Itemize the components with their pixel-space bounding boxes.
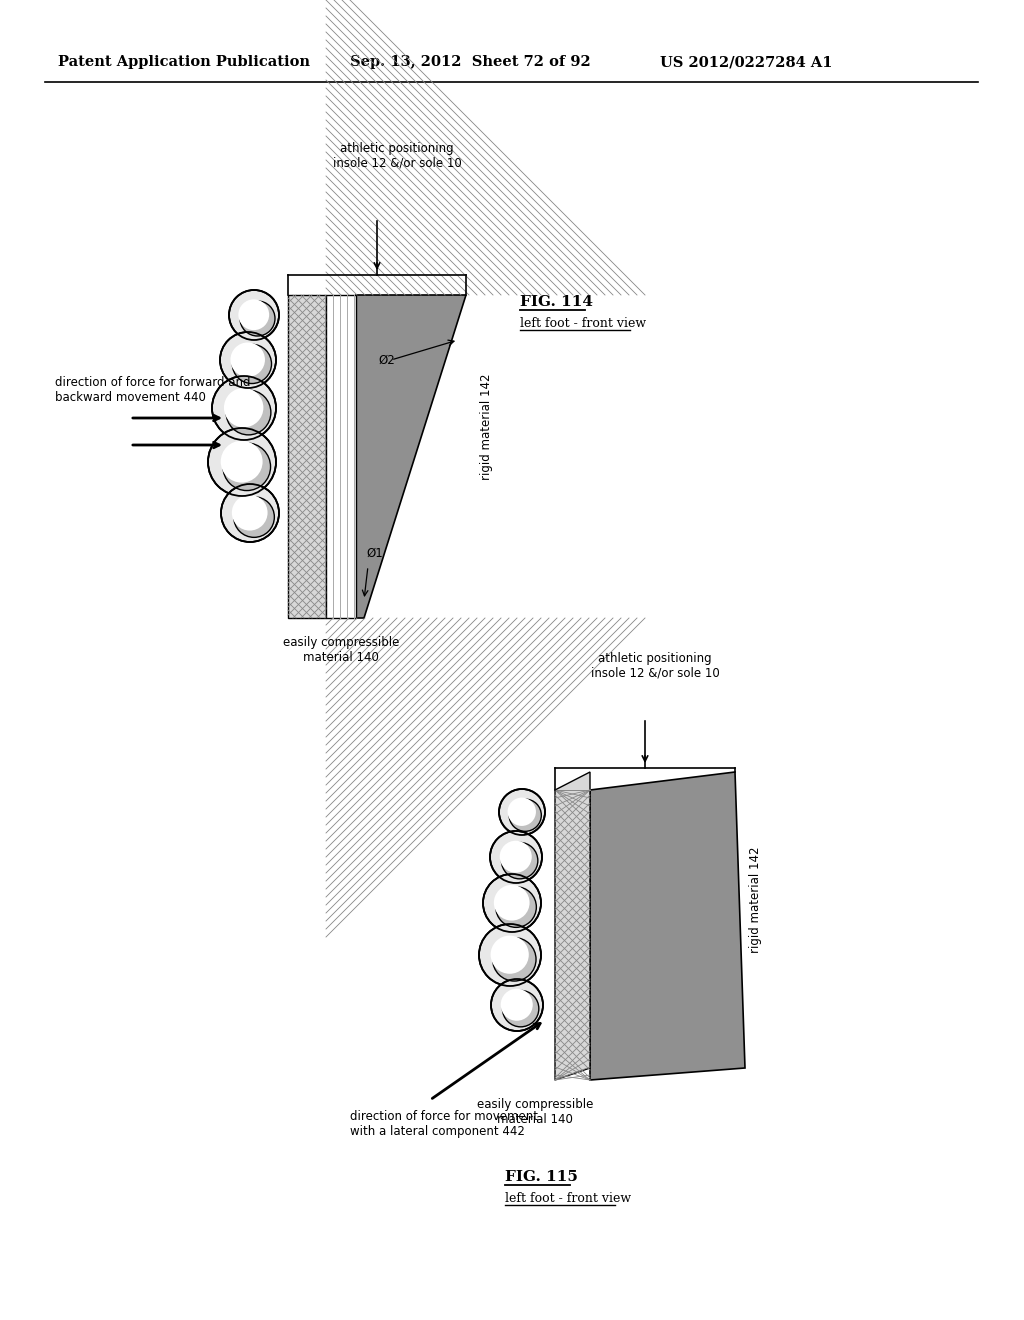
Circle shape (240, 301, 275, 337)
Text: athletic positioning
insole 12 &/or sole 10: athletic positioning insole 12 &/or sole… (591, 652, 720, 680)
Circle shape (231, 495, 267, 531)
Circle shape (496, 887, 537, 928)
Circle shape (230, 342, 265, 378)
Text: left foot - front view: left foot - front view (520, 317, 646, 330)
Text: Ø2: Ø2 (378, 354, 394, 367)
Circle shape (500, 841, 531, 873)
Text: FIG. 114: FIG. 114 (520, 294, 593, 309)
Text: easily compressible
material 140: easily compressible material 140 (477, 1098, 593, 1126)
Circle shape (226, 391, 271, 434)
Circle shape (490, 936, 528, 974)
Circle shape (490, 832, 542, 883)
Circle shape (503, 990, 539, 1027)
Bar (288, 294, 326, 618)
Bar (326, 294, 356, 618)
Text: rigid material 142: rigid material 142 (480, 374, 493, 479)
Circle shape (223, 444, 270, 491)
Polygon shape (555, 772, 590, 1080)
Text: left foot - front view: left foot - front view (505, 1192, 631, 1205)
Circle shape (499, 789, 545, 836)
Text: direction of force for forward and
backward movement 440: direction of force for forward and backw… (55, 376, 251, 404)
Text: direction of force for movement
with a lateral component 442: direction of force for movement with a l… (350, 1110, 538, 1138)
Text: Patent Application Publication: Patent Application Publication (58, 55, 310, 69)
Text: easily compressible
material 140: easily compressible material 140 (283, 636, 399, 664)
Circle shape (509, 799, 542, 832)
Circle shape (232, 345, 271, 384)
Text: Sep. 13, 2012  Sheet 72 of 92: Sep. 13, 2012 Sheet 72 of 92 (350, 55, 591, 69)
Circle shape (501, 989, 532, 1020)
Circle shape (212, 376, 276, 440)
Text: athletic positioning
insole 12 &/or sole 10: athletic positioning insole 12 &/or sole… (333, 143, 462, 170)
Text: Ø1: Ø1 (366, 546, 383, 560)
Circle shape (220, 333, 276, 388)
Circle shape (221, 441, 262, 483)
Circle shape (239, 300, 269, 330)
Circle shape (229, 290, 279, 341)
Circle shape (479, 924, 541, 986)
Circle shape (224, 388, 263, 428)
Circle shape (493, 937, 536, 981)
Text: US 2012/0227284 A1: US 2012/0227284 A1 (660, 55, 833, 69)
Circle shape (502, 842, 538, 879)
Circle shape (233, 496, 274, 537)
Text: rigid material 142: rigid material 142 (749, 846, 762, 953)
Circle shape (208, 428, 276, 496)
Polygon shape (590, 772, 745, 1080)
Circle shape (221, 484, 279, 543)
Circle shape (494, 884, 529, 920)
Circle shape (508, 797, 536, 826)
Circle shape (483, 874, 541, 932)
Circle shape (490, 979, 543, 1031)
Text: FIG. 115: FIG. 115 (505, 1170, 578, 1184)
Polygon shape (356, 294, 466, 618)
